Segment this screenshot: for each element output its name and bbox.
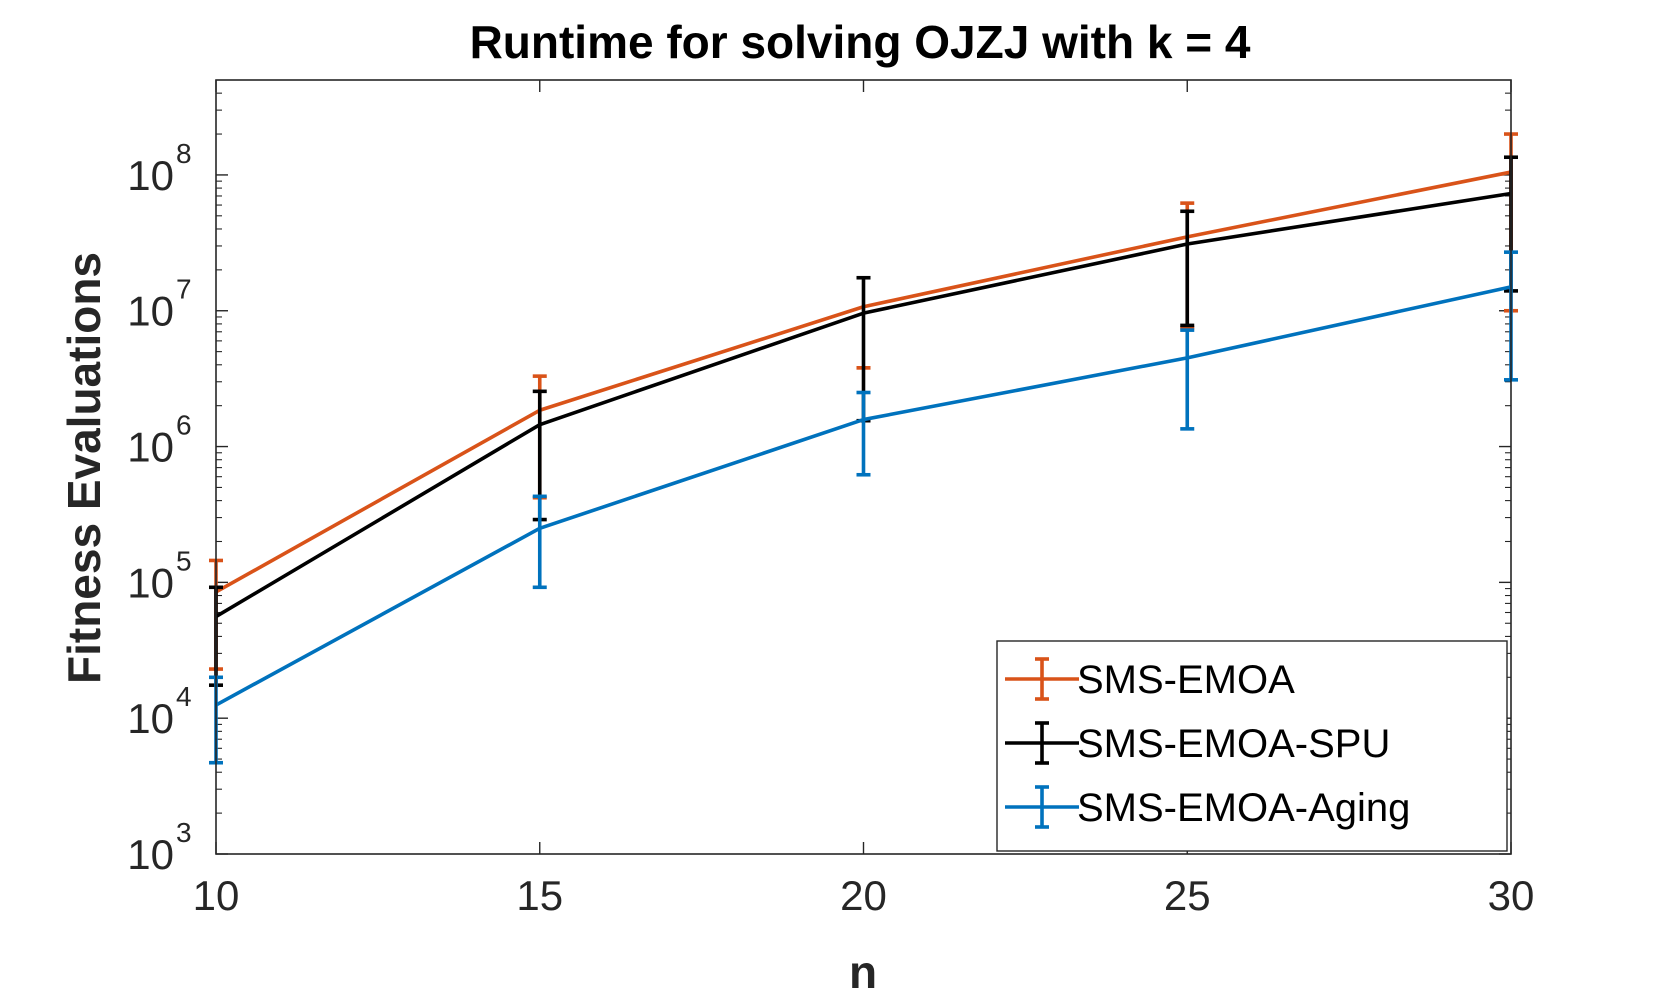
y-tick-base: 10 <box>127 152 174 199</box>
legend-label: SMS-EMOA <box>1077 658 1295 702</box>
y-tick-label: 10 7 <box>127 274 191 335</box>
legend-box <box>996 640 1508 852</box>
x-tick-label: 25 <box>1164 872 1211 919</box>
y-tick-label: 10 5 <box>127 545 191 606</box>
y-tick-label: 10 3 <box>127 817 191 878</box>
y-tick-base: 10 <box>127 288 174 335</box>
y-tick-exponent: 6 <box>176 410 192 441</box>
y-tick-base: 10 <box>127 831 174 878</box>
y-tick-exponent: 5 <box>176 545 192 576</box>
x-axis-title: n <box>849 946 877 997</box>
series-2 <box>209 250 1518 765</box>
y-tick-base: 10 <box>127 424 174 471</box>
y-tick-exponent: 8 <box>176 138 192 169</box>
x-tick-label: 30 <box>1488 872 1535 919</box>
y-tick-exponent: 7 <box>176 274 192 305</box>
legend-entry: SMS-EMOA <box>1005 657 1295 702</box>
y-tick-exponent: 3 <box>176 817 192 848</box>
legend-label: SMS-EMOA-SPU <box>1077 722 1390 766</box>
x-tick-label: 15 <box>516 872 563 919</box>
y-tick-label: 10 8 <box>127 138 191 199</box>
y-tick-label: 10 6 <box>127 410 191 471</box>
y-tick-exponent: 4 <box>176 681 192 712</box>
plot-frame <box>215 79 1512 855</box>
legend-entry: SMS-EMOA-SPU <box>1005 721 1390 766</box>
x-tick-label: 10 <box>193 872 240 919</box>
y-tick-base: 10 <box>127 559 174 606</box>
y-tick-base: 10 <box>127 695 174 742</box>
y-tick-label: 10 4 <box>127 681 191 742</box>
legend: SMS-EMOA SMS-EMOA-SPU SMS-EMOA-Aging <box>996 640 1508 852</box>
legend-label: SMS-EMOA-Aging <box>1077 786 1410 830</box>
legend-entry: SMS-EMOA-Aging <box>1005 785 1410 830</box>
y-axis-title: Fitness Evaluations <box>58 252 110 684</box>
x-tick-label: 20 <box>840 872 887 919</box>
chart-title: Runtime for solving OJZJ with k = 4 <box>470 16 1251 68</box>
